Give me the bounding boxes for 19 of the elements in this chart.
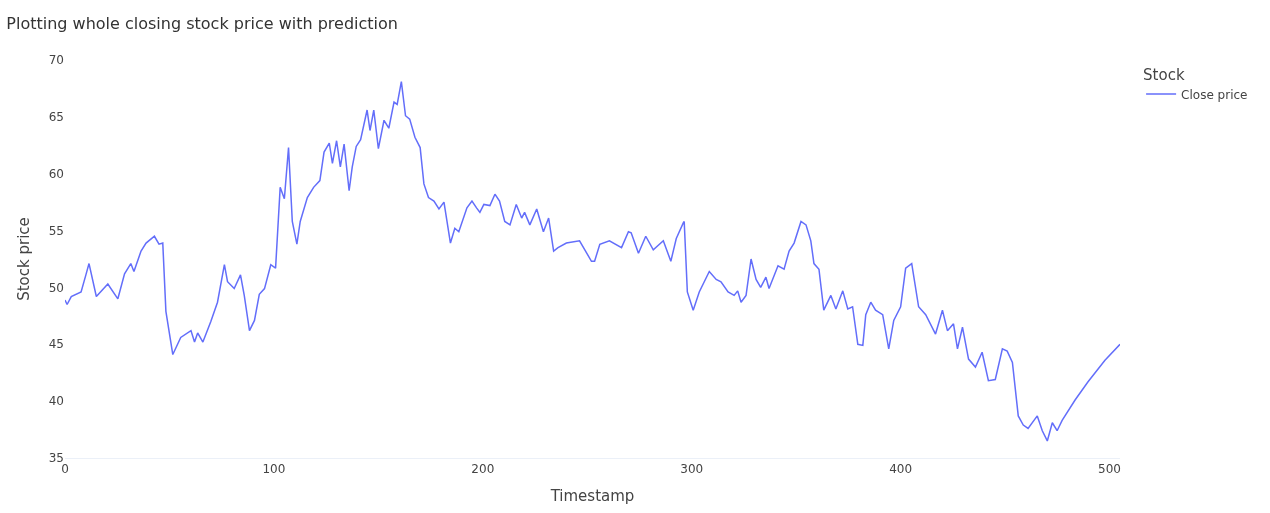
legend-title: Stock [1143,65,1185,84]
y-tick-label: 45 [48,337,64,352]
y-tick-label: 40 [48,394,64,409]
y-tick-label: 65 [48,110,64,125]
x-tick-label: 200 [471,462,495,477]
line-series [65,80,1120,442]
x-tick-label: 0 [61,462,69,477]
y-tick-label: 50 [48,280,64,295]
x-tick-label: 100 [262,462,286,477]
y-axis-title: Stock price [14,217,33,301]
legend-label: Close price [1181,87,1248,102]
x-axis-title: Timestamp [549,487,635,506]
x-tick-label: 300 [680,462,704,477]
chart-title: Plotting whole closing stock price with prediction [6,14,398,34]
y-tick-label: 60 [48,166,64,181]
x-tick-label: 400 [889,462,913,477]
y-tick-label: 55 [48,223,64,238]
y-tick-label: 70 [48,53,64,68]
x-tick-label: 500 [1098,462,1121,477]
